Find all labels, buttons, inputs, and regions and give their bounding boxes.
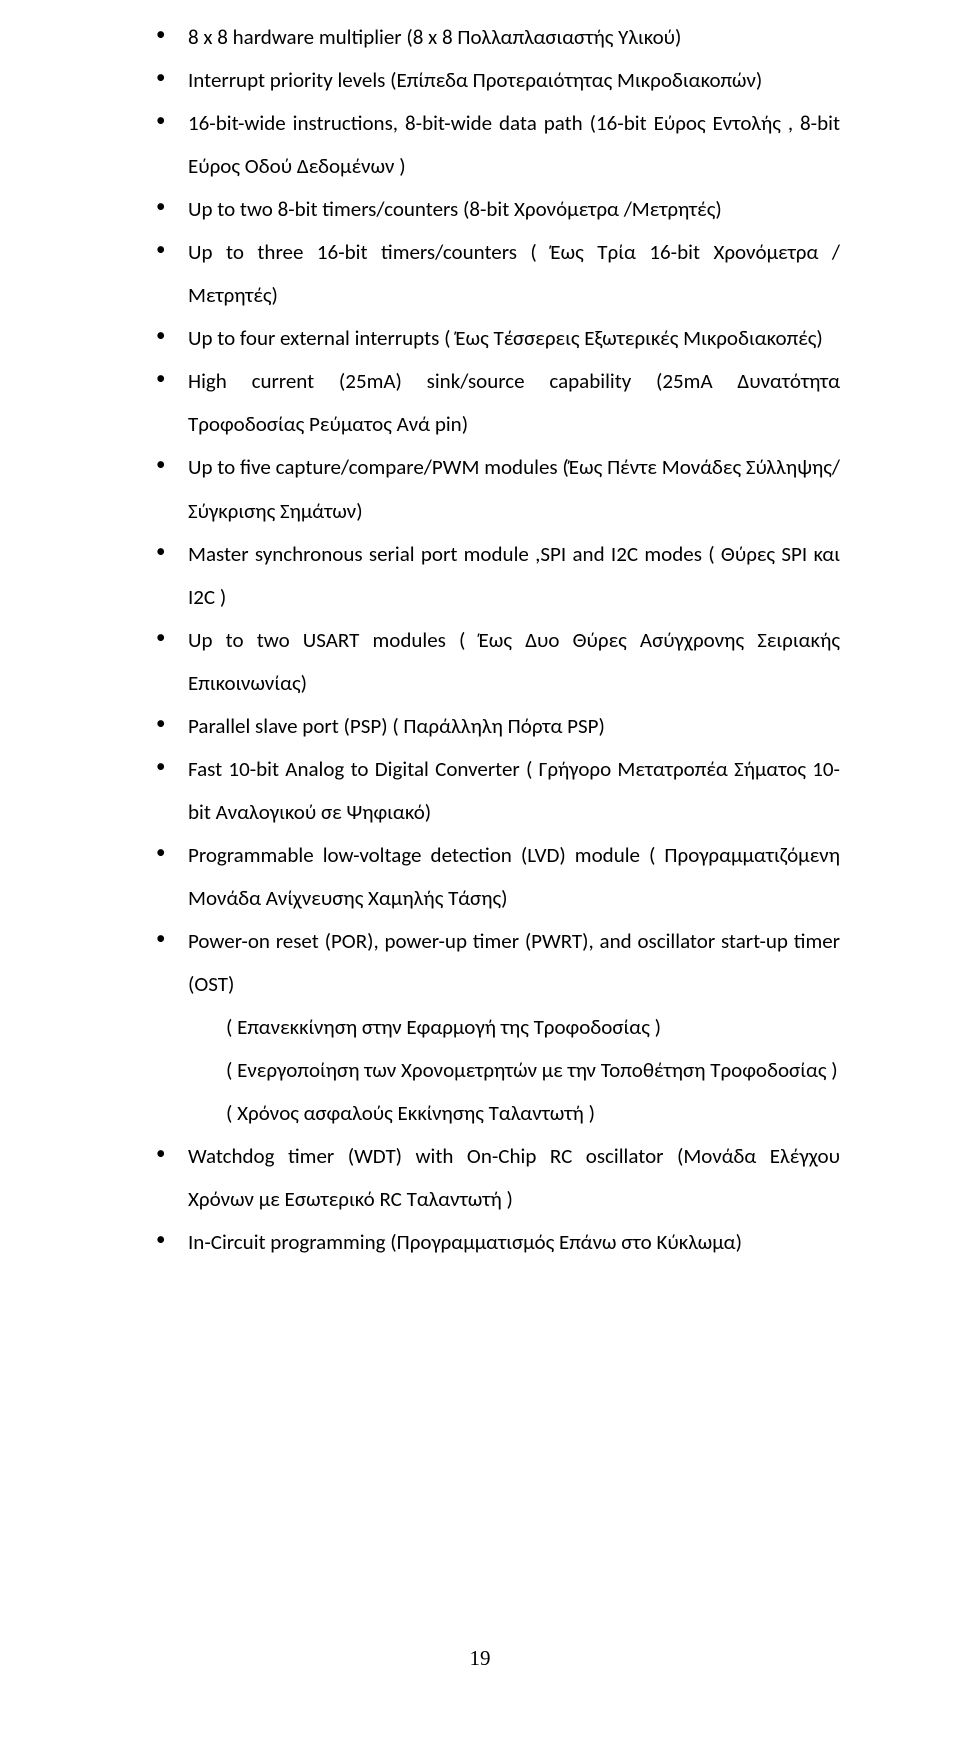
list-item: In-Circuit programming (Προγραμματισμός … [150, 1221, 840, 1264]
list-item-text: 8 x 8 hardware multiplier (8 x 8 Πολλαπλ… [188, 24, 681, 50]
list-item-subline: ( Χρόνος ασφαλούς Εκκίνησης Ταλαντωτή ) [188, 1092, 840, 1135]
list-item-text: In-Circuit programming (Προγραμματισμός … [188, 1229, 742, 1255]
list-item: 8 x 8 hardware multiplier (8 x 8 Πολλαπλ… [150, 16, 840, 59]
list-item: Parallel slave port (PSP) ( Παράλληλη Πό… [150, 705, 840, 748]
list-item: Programmable low-voltage detection (LVD)… [150, 834, 840, 920]
list-item-subline: ( Ενεργοποίηση των Χρονομετρητών με την … [188, 1049, 840, 1092]
list-item-text: Up to five capture/compare/PWM modules (… [188, 454, 840, 523]
list-item-text: Programmable low-voltage detection (LVD)… [188, 842, 840, 911]
list-item-text: 16-bit-wide instructions, 8-bit-wide dat… [188, 110, 840, 179]
list-item: 16-bit-wide instructions, 8-bit-wide dat… [150, 102, 840, 188]
list-item: Up to two 8-bit timers/counters (8-bit Χ… [150, 188, 840, 231]
list-item: Watchdog timer (WDT) with On-Chip RC osc… [150, 1135, 840, 1221]
document-page: 8 x 8 hardware multiplier (8 x 8 Πολλαπλ… [0, 0, 960, 1754]
list-item-text: Watchdog timer (WDT) with On-Chip RC osc… [188, 1143, 840, 1212]
list-item: Up to three 16-bit timers/counters ( Έως… [150, 231, 840, 317]
list-item-text: Fast 10-bit Analog to Digital Converter … [188, 756, 840, 825]
list-item-subline: ( Επανεκκίνηση στην Εφαρμογή της Τροφοδο… [188, 1006, 840, 1049]
list-item-text: Master synchronous serial port module ,S… [188, 541, 840, 610]
list-item-text: Parallel slave port (PSP) ( Παράλληλη Πό… [188, 713, 605, 739]
page-number: 19 [0, 1637, 960, 1680]
list-item-text: Up to four external interrupts ( Έως Τέσ… [188, 325, 823, 351]
list-item: Up to four external interrupts ( Έως Τέσ… [150, 317, 840, 360]
list-item-text: Interrupt priority levels (Επίπεδα Προτε… [188, 67, 762, 93]
list-item: Fast 10-bit Analog to Digital Converter … [150, 748, 840, 834]
list-item: Master synchronous serial port module ,S… [150, 533, 840, 619]
list-item-text: Power-on reset (POR), power-up timer (PW… [188, 928, 840, 997]
list-item-text: Up to three 16-bit timers/counters ( Έως… [188, 239, 840, 308]
list-item-text: Up to two 8-bit timers/counters (8-bit Χ… [188, 196, 722, 222]
list-item: Interrupt priority levels (Επίπεδα Προτε… [150, 59, 840, 102]
list-item: High current (25mA) sink/source capabili… [150, 360, 840, 446]
list-item: Up to five capture/compare/PWM modules (… [150, 446, 840, 532]
list-item: Power-on reset (POR), power-up timer (PW… [150, 920, 840, 1135]
feature-list: 8 x 8 hardware multiplier (8 x 8 Πολλαπλ… [150, 16, 840, 1264]
list-item: Up to two USART modules ( Έως Δυο Θύρες … [150, 619, 840, 705]
list-item-text: High current (25mA) sink/source capabili… [188, 368, 840, 437]
list-item-text: Up to two USART modules ( Έως Δυο Θύρες … [188, 627, 840, 696]
